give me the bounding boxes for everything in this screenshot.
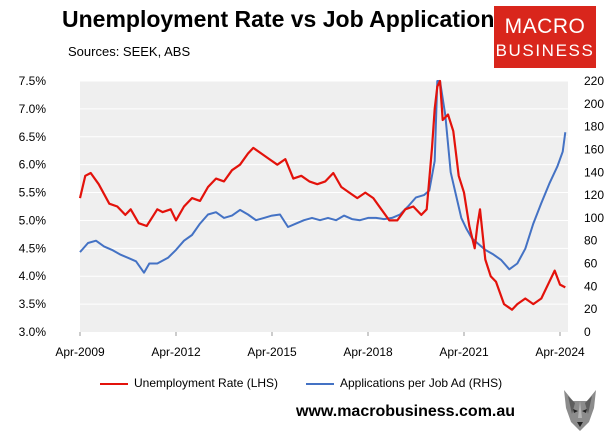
y-left-tick-label: 4.0% [19,269,47,283]
y-right-tick-label: 200 [584,97,604,111]
legend-swatch-unemployment [100,382,128,385]
y-left-tick-label: 6.5% [19,130,47,144]
y-right-tick-label: 220 [584,74,604,88]
y-right-tick-label: 80 [584,234,598,248]
y-right-tick-label: 160 [584,142,604,156]
logo-line-1: MACRO [504,15,586,38]
y-right-tick-label: 140 [584,165,604,179]
y-right-tick-label: 180 [584,120,604,134]
y-left-tick-label: 7.5% [19,74,47,88]
y-right-tick-label: 120 [584,188,604,202]
y-right-tick-label: 0 [584,325,591,339]
legend-swatch-applications [306,382,334,385]
x-tick-label: Apr-2009 [55,345,105,359]
y-left-tick-label: 6.0% [19,158,47,172]
x-tick-label: Apr-2018 [343,345,393,359]
macrobusiness-logo: MACRO BUSINESS [494,6,596,68]
legend-item-unemployment: Unemployment Rate (LHS) [100,376,278,390]
y-left-tick-label: 5.5% [19,186,47,200]
series-line-unemployment [78,79,566,311]
y-left-tick-label: 7.0% [19,102,47,116]
x-tick-label: Apr-2012 [151,345,201,359]
y-left-tick-label: 3.0% [19,325,47,339]
x-tick-label: Apr-2021 [439,345,489,359]
legend-label-unemployment: Unemployment Rate (LHS) [134,376,279,390]
y-right-tick-label: 20 [584,302,598,316]
chart-subtitle: Sources: SEEK, ABS [68,44,191,59]
wolf-logo-icon [558,386,602,434]
y-right-tick-label: 40 [584,279,598,293]
legend-item-applications: Applications per Job Ad (RHS) [306,376,502,390]
legend-label-applications: Applications per Job Ad (RHS) [340,376,503,390]
y-right-tick-label: 100 [584,211,604,225]
plot-area [80,81,568,332]
chart-title: Unemployment Rate vs Job Applications [62,6,508,32]
y-left-tick-label: 5.0% [19,213,47,227]
x-tick-label: Apr-2015 [247,345,297,359]
website-url: www.macrobusiness.com.au [296,403,516,420]
line-chart: 3.0% 3.5% 4.0% 4.5% 5.0% 5.5% 6.0% 6.5% 7.0% 7.5%… [19,74,605,359]
y-left-tick-label: 4.5% [19,241,47,255]
y-left-tick-label: 3.5% [19,297,47,311]
y-right-tick-label: 60 [584,257,598,271]
logo-line-2: BUSINESS [495,41,595,60]
x-tick-label: Apr-2024 [535,345,585,359]
